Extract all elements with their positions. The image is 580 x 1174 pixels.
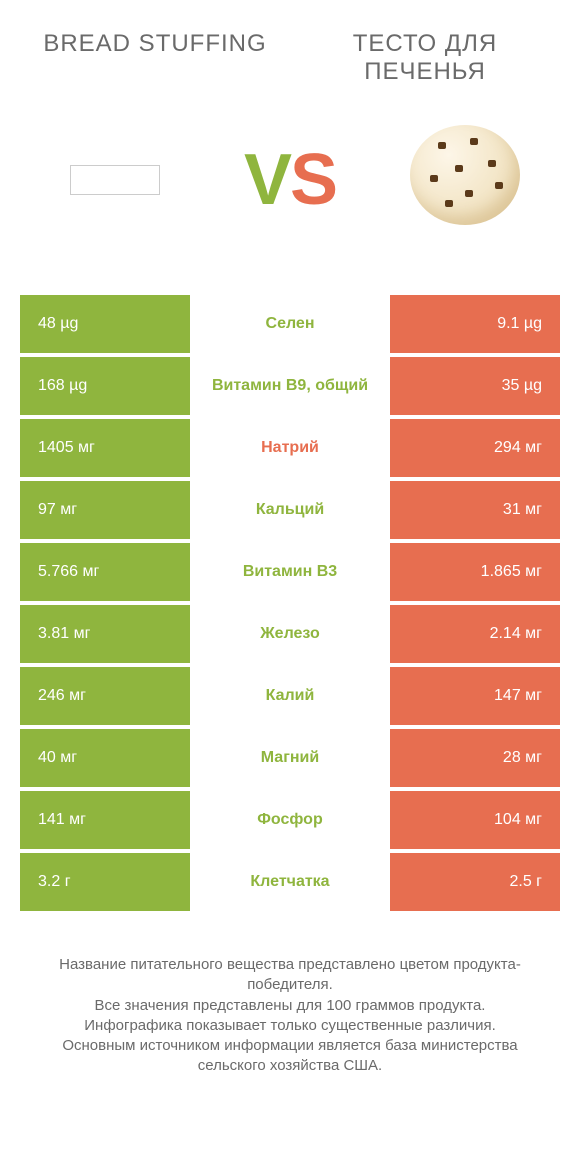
left-food-image [40, 105, 190, 255]
footer-line: Все значения представлены для 100 граммо… [30, 996, 550, 1016]
left-value: 168 µg [20, 357, 190, 415]
right-value: 2.5 г [390, 853, 560, 911]
left-value: 97 мг [20, 481, 190, 539]
table-row: 246 мгКалий147 мг [20, 667, 560, 725]
table-row: 141 мгФосфор104 мг [20, 791, 560, 849]
nutrient-label: Селен [190, 295, 390, 353]
right-value: 147 мг [390, 667, 560, 725]
vs-label: V S [244, 139, 336, 221]
footer-line: Название питательного вещества представл… [30, 955, 550, 996]
image-placeholder-icon [70, 165, 160, 195]
left-food-title: BREAD STUFFING [20, 30, 290, 85]
nutrient-label: Витамин B3 [190, 543, 390, 601]
header: BREAD STUFFING ТЕСТО ДЛЯ ПЕЧЕНЬЯ [0, 0, 580, 95]
vs-row: V S [0, 95, 580, 295]
vs-v: V [244, 139, 290, 221]
table-row: 3.2 гКлетчатка2.5 г [20, 853, 560, 911]
left-value: 141 мг [20, 791, 190, 849]
right-value: 2.14 мг [390, 605, 560, 663]
table-row: 40 мгМагний28 мг [20, 729, 560, 787]
left-value: 1405 мг [20, 419, 190, 477]
right-food-image [390, 105, 540, 255]
nutrient-label: Натрий [190, 419, 390, 477]
left-value: 246 мг [20, 667, 190, 725]
nutrient-label: Калий [190, 667, 390, 725]
nutrient-label: Кальций [190, 481, 390, 539]
right-value: 294 мг [390, 419, 560, 477]
nutrient-label: Фосфор [190, 791, 390, 849]
nutrient-label: Клетчатка [190, 853, 390, 911]
left-value: 3.2 г [20, 853, 190, 911]
cookie-dough-icon [400, 120, 530, 240]
nutrient-label: Витамин B9, общий [190, 357, 390, 415]
table-row: 48 µgСелен9.1 µg [20, 295, 560, 353]
vs-s: S [290, 139, 336, 221]
right-value: 1.865 мг [390, 543, 560, 601]
left-value: 40 мг [20, 729, 190, 787]
left-value: 5.766 мг [20, 543, 190, 601]
table-row: 1405 мгНатрий294 мг [20, 419, 560, 477]
right-value: 31 мг [390, 481, 560, 539]
table-row: 5.766 мгВитамин B31.865 мг [20, 543, 560, 601]
right-food-title: ТЕСТО ДЛЯ ПЕЧЕНЬЯ [290, 30, 560, 85]
nutrient-label: Магний [190, 729, 390, 787]
table-row: 168 µgВитамин B9, общий35 µg [20, 357, 560, 415]
table-row: 3.81 мгЖелезо2.14 мг [20, 605, 560, 663]
table-row: 97 мгКальций31 мг [20, 481, 560, 539]
nutrient-label: Железо [190, 605, 390, 663]
left-value: 3.81 мг [20, 605, 190, 663]
left-value: 48 µg [20, 295, 190, 353]
right-value: 9.1 µg [390, 295, 560, 353]
footer-line: Инфографика показывает только существенн… [30, 1016, 550, 1036]
footer-notes: Название питательного вещества представл… [0, 915, 580, 1077]
comparison-table: 48 µgСелен9.1 µg168 µgВитамин B9, общий3… [0, 295, 580, 911]
footer-line: Основным источником информации является … [30, 1036, 550, 1077]
right-value: 35 µg [390, 357, 560, 415]
right-value: 28 мг [390, 729, 560, 787]
right-value: 104 мг [390, 791, 560, 849]
